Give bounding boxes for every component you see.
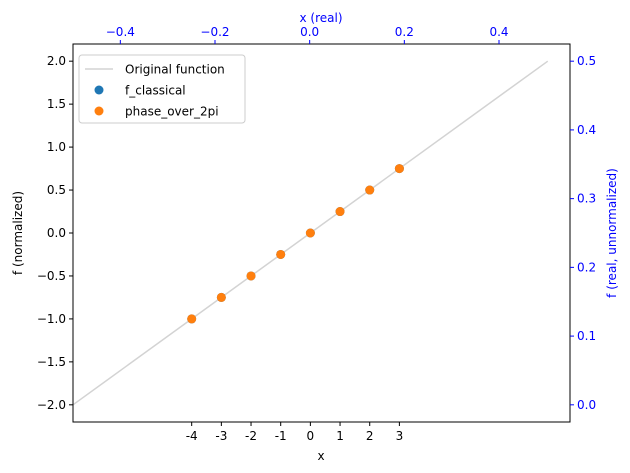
plot-content <box>72 60 549 406</box>
legend-label-original: Original function <box>125 63 225 77</box>
y-tick-label: 0.0 <box>47 226 66 240</box>
top-x-tick-label: 0.2 <box>395 25 414 39</box>
x-tick-label: -4 <box>186 429 198 443</box>
x-tick-label: 0 <box>307 429 315 443</box>
y-tick-label: −2.0 <box>37 398 66 412</box>
data-point-phase-over-2pi <box>276 249 286 259</box>
top-x-tick-label: −0.4 <box>106 25 135 39</box>
data-point-phase-over-2pi <box>394 164 404 174</box>
data-point-phase-over-2pi <box>187 314 197 324</box>
y-tick-label: −1.0 <box>37 312 66 326</box>
legend-box <box>78 54 246 124</box>
data-point-phase-over-2pi <box>216 292 226 302</box>
x-tick-label: 3 <box>396 429 404 443</box>
legend-label-f-classical: f_classical <box>125 84 186 98</box>
legend-marker-phase-over-2pi <box>94 106 104 116</box>
y-tick-label: 0.5 <box>47 183 66 197</box>
legend-marker-f-classical <box>94 85 104 95</box>
y-axis-label: f (normalized) <box>11 191 25 275</box>
y-tick-label: −0.5 <box>37 269 66 283</box>
top-x-axis: −0.4 −0.2 0.0 0.2 0.4 <box>106 25 509 44</box>
y-tick-label: 1.5 <box>47 97 66 111</box>
x-tick-label: 1 <box>336 429 344 443</box>
right-y-tick-label: 0.0 <box>577 398 596 412</box>
left-y-axis: −2.0 −1.5 −1.0 −0.5 0.0 0.5 1.0 1.5 2.0 <box>37 54 73 412</box>
data-point-phase-over-2pi <box>335 207 345 217</box>
data-point-phase-over-2pi <box>365 185 375 195</box>
right-y-tick-label: 0.3 <box>577 192 596 206</box>
y-tick-label: 2.0 <box>47 54 66 68</box>
bottom-x-axis: -4 -3 -2 -1 0 1 2 3 <box>186 422 404 443</box>
legend: Original function f_classical phase_over… <box>78 54 246 124</box>
x-tick-label: 2 <box>366 429 374 443</box>
right-y-tick-label: 0.4 <box>577 123 596 137</box>
right-y-axis: 0.0 0.1 0.2 0.3 0.4 0.5 <box>570 54 596 412</box>
y-tick-label: −1.5 <box>37 355 66 369</box>
legend-label-phase-over-2pi: phase_over_2pi <box>125 105 219 119</box>
x-axis-label: x <box>317 449 324 463</box>
top-x-tick-label: −0.2 <box>200 25 229 39</box>
top-x-axis-label: x (real) <box>299 11 342 25</box>
top-x-tick-label: 0.4 <box>489 25 508 39</box>
data-point-phase-over-2pi <box>246 271 256 281</box>
x-tick-label: -1 <box>275 429 287 443</box>
x-tick-label: -3 <box>215 429 227 443</box>
right-y-tick-label: 0.1 <box>577 329 596 343</box>
right-y-tick-label: 0.5 <box>577 54 596 68</box>
y-tick-label: 1.0 <box>47 140 66 154</box>
x-tick-label: -2 <box>245 429 257 443</box>
data-point-phase-over-2pi <box>305 228 315 238</box>
right-y-tick-label: 0.2 <box>577 260 596 274</box>
top-x-tick-label: 0.0 <box>300 25 319 39</box>
right-y-axis-label: f (real, unnormalized) <box>605 168 619 298</box>
